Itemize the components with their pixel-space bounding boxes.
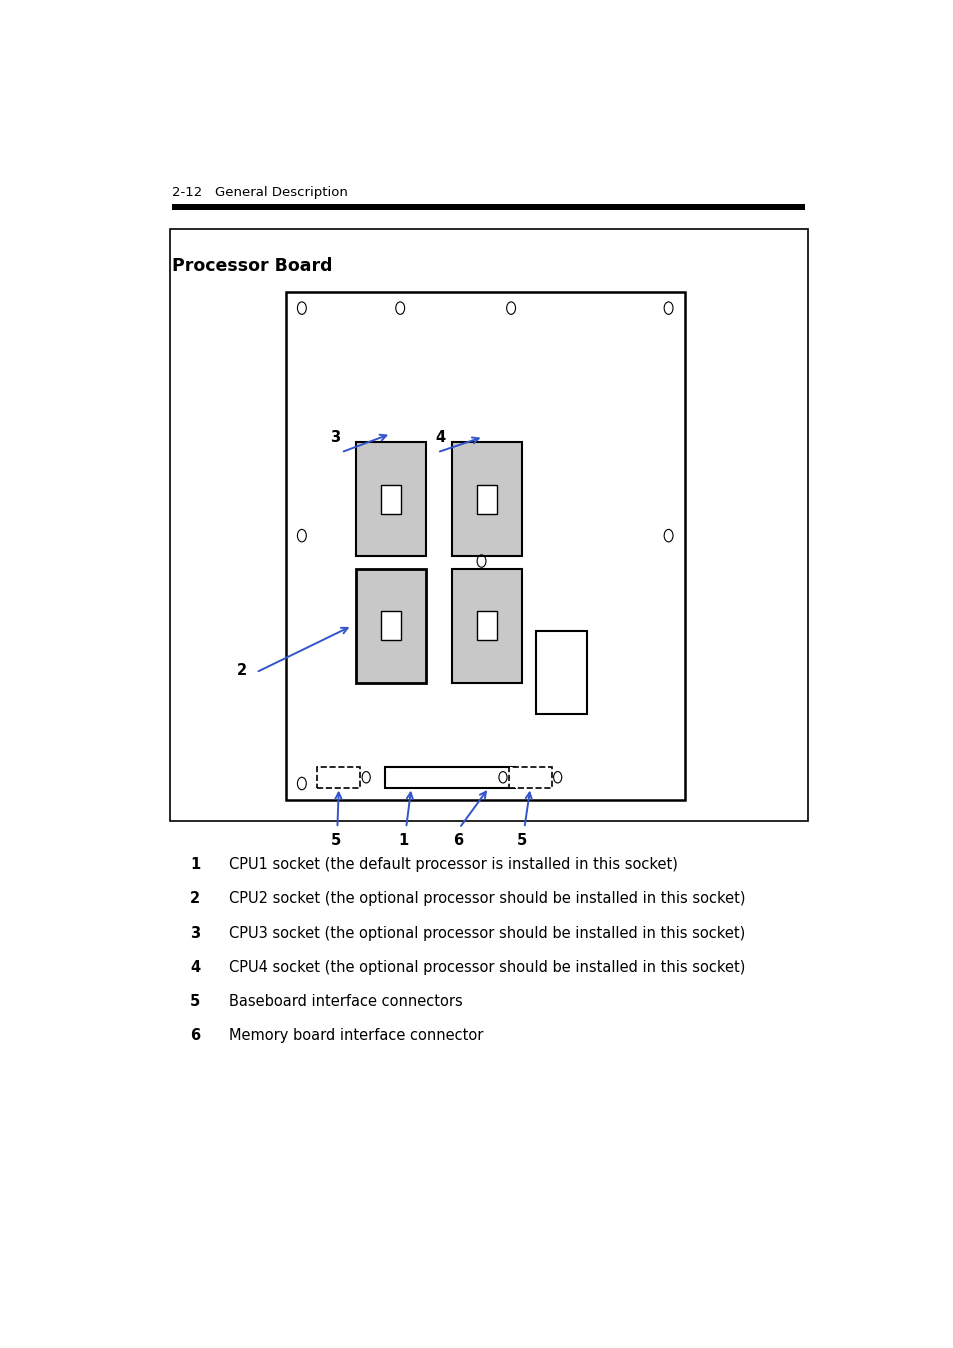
Text: CPU2 socket (the optional processor should be installed in this socket): CPU2 socket (the optional processor shou… [229, 891, 744, 906]
FancyBboxPatch shape [172, 204, 804, 209]
Text: 5: 5 [517, 833, 527, 848]
Text: 1: 1 [398, 833, 409, 848]
Text: 6: 6 [190, 1029, 200, 1043]
Text: Baseboard interface connectors: Baseboard interface connectors [229, 995, 462, 1010]
Text: 3: 3 [190, 926, 200, 941]
FancyBboxPatch shape [355, 569, 426, 683]
Text: CPU4 socket (the optional processor should be installed in this socket): CPU4 socket (the optional processor shou… [229, 960, 744, 975]
FancyBboxPatch shape [170, 229, 807, 821]
FancyBboxPatch shape [536, 631, 586, 714]
Text: 6: 6 [453, 833, 462, 848]
Text: 4: 4 [190, 960, 200, 975]
FancyBboxPatch shape [355, 442, 426, 557]
FancyBboxPatch shape [452, 569, 521, 683]
FancyBboxPatch shape [172, 243, 257, 248]
Text: 1: 1 [190, 857, 200, 872]
FancyBboxPatch shape [508, 767, 551, 787]
Text: Memory board interface connector: Memory board interface connector [229, 1029, 482, 1043]
Text: CPU3 socket (the optional processor should be installed in this socket): CPU3 socket (the optional processor shou… [229, 926, 744, 941]
Text: CPU1 socket (the default processor is installed in this socket): CPU1 socket (the default processor is in… [229, 857, 677, 872]
Text: 2: 2 [236, 663, 247, 678]
FancyBboxPatch shape [285, 291, 684, 801]
FancyBboxPatch shape [385, 767, 515, 787]
FancyBboxPatch shape [380, 484, 401, 514]
Text: 2-12   General Description: 2-12 General Description [172, 186, 348, 198]
Text: 3: 3 [330, 430, 340, 445]
Text: Processor Board: Processor Board [172, 257, 333, 275]
Text: 2: 2 [190, 891, 200, 906]
Text: 5: 5 [190, 995, 200, 1010]
FancyBboxPatch shape [476, 484, 497, 514]
FancyBboxPatch shape [476, 611, 497, 640]
FancyBboxPatch shape [317, 767, 360, 787]
FancyBboxPatch shape [380, 611, 401, 640]
Text: 5: 5 [331, 833, 340, 848]
Text: 4: 4 [436, 430, 445, 445]
FancyBboxPatch shape [452, 442, 521, 557]
